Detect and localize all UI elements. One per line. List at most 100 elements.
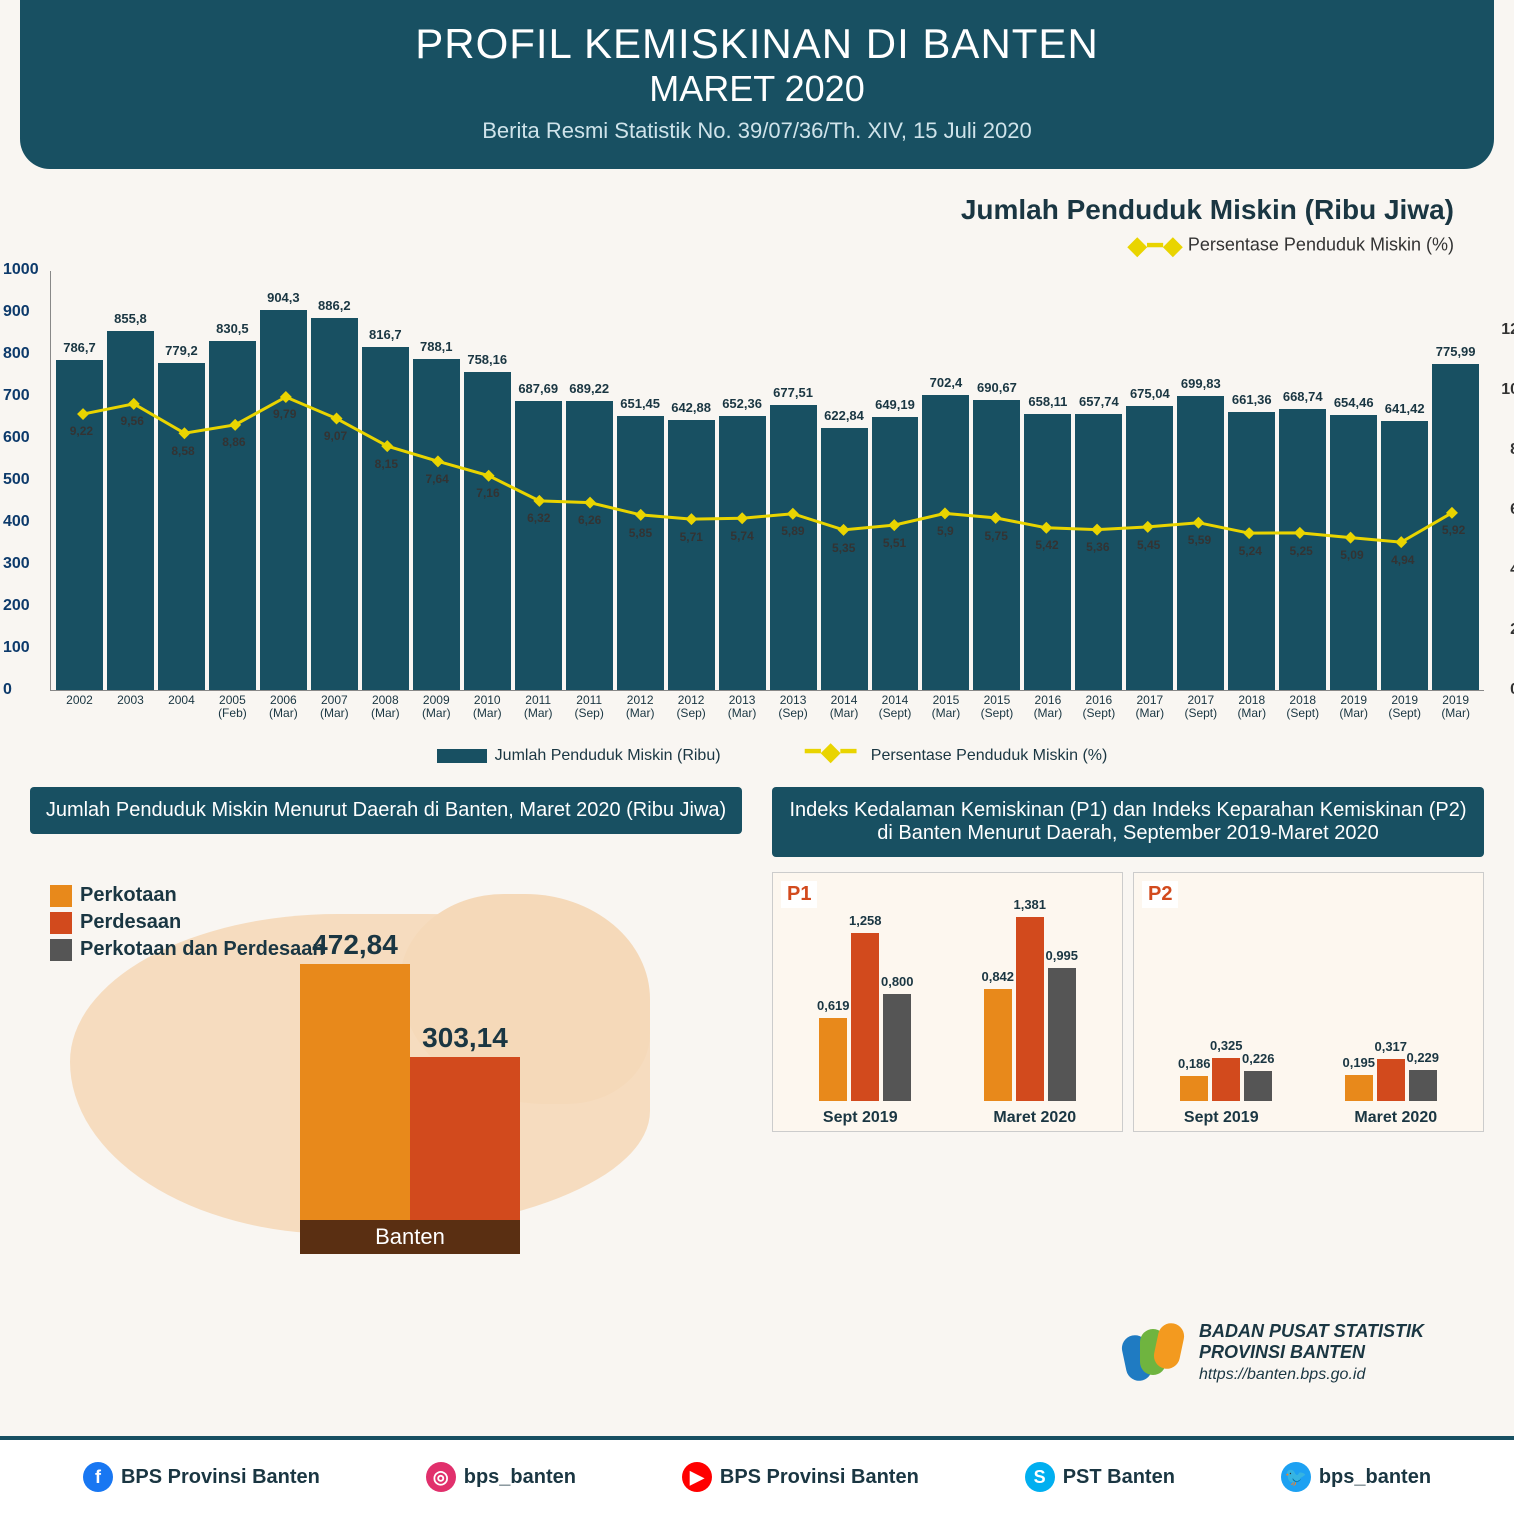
small-bar: 0,619 bbox=[819, 1018, 847, 1101]
line-value-label: 5,9 bbox=[937, 524, 954, 538]
bar-value-label: 622,84 bbox=[824, 408, 864, 423]
main-chart-legend: Jumlah Penduduk Miskin (Ribu) ━◆━ Persen… bbox=[0, 736, 1514, 767]
page-note: Berita Resmi Statistik No. 39/07/36/Th. … bbox=[60, 118, 1454, 144]
line-value-label: 5,09 bbox=[1340, 548, 1363, 562]
y-right-tick: 8 bbox=[1510, 441, 1514, 459]
bar-col: 649,192014(Sept) bbox=[872, 417, 919, 690]
bar-col: 855,82003 bbox=[107, 331, 154, 690]
bar: 702,4 bbox=[922, 395, 969, 690]
right-panel: Indeks Kedalaman Kemiskinan (P1) dan Ind… bbox=[772, 787, 1484, 1254]
bar: 677,51 bbox=[770, 405, 817, 690]
line-value-label: 7,64 bbox=[425, 472, 448, 486]
line-value-label: 5,75 bbox=[985, 529, 1008, 543]
line-value-label: 4,94 bbox=[1391, 553, 1414, 567]
x-axis-label: 2016(Sept) bbox=[1071, 694, 1127, 720]
bar-value-label: 886,2 bbox=[318, 298, 351, 313]
line-value-label: 6,32 bbox=[527, 511, 550, 525]
bar-col: 652,362013(Mar) bbox=[719, 416, 766, 690]
social-link[interactable]: ▶BPS Provinsi Banten bbox=[682, 1462, 919, 1492]
bar-value-label: 677,51 bbox=[773, 385, 813, 400]
bar-group: 0,1950,3170,229 bbox=[1345, 1059, 1437, 1101]
bar: 788,1 bbox=[413, 359, 460, 690]
small-bar-value: 0,800 bbox=[881, 974, 914, 989]
bar: 642,88 bbox=[668, 420, 715, 690]
main-chart-line-legend: ◆━◆ Persentase Penduduk Miskin (%) bbox=[0, 230, 1454, 261]
main-chart-title: Jumlah Penduduk Miskin (Ribu Jiwa) bbox=[0, 194, 1454, 226]
small-bar: 1,258 bbox=[851, 933, 879, 1101]
bar: 855,8 bbox=[107, 331, 154, 690]
p2-tag: P2 bbox=[1142, 881, 1178, 908]
social-link[interactable]: ◎bps_banten bbox=[426, 1462, 576, 1492]
y-left-tick: 800 bbox=[3, 345, 30, 363]
line-value-label: 9,79 bbox=[273, 407, 296, 421]
social-icon: ◎ bbox=[426, 1462, 456, 1492]
line-value-label: 5,92 bbox=[1442, 523, 1465, 537]
region-bar-value: 472,84 bbox=[300, 929, 410, 961]
x-axis-label: 2009(Mar) bbox=[408, 694, 464, 720]
small-bar: 0,800 bbox=[883, 994, 911, 1101]
x-axis-label: 2019(Mar) bbox=[1326, 694, 1382, 720]
left-panel: Jumlah Penduduk Miskin Menurut Daerah di… bbox=[30, 787, 742, 1254]
social-label: bps_banten bbox=[1319, 1466, 1431, 1489]
bar-value-label: 816,7 bbox=[369, 327, 402, 342]
right-panel-title: Indeks Kedalaman Kemiskinan (P1) dan Ind… bbox=[772, 787, 1484, 857]
x-axis-label: 2018(Sept) bbox=[1275, 694, 1331, 720]
line-value-label: 5,36 bbox=[1086, 540, 1109, 554]
social-link[interactable]: SPST Banten bbox=[1025, 1462, 1175, 1492]
y-left-tick: 200 bbox=[3, 597, 30, 615]
bar: 651,45 bbox=[617, 416, 664, 690]
line-value-label: 5,42 bbox=[1035, 538, 1058, 552]
bar-value-label: 758,16 bbox=[467, 352, 507, 367]
bar-value-label: 788,1 bbox=[420, 339, 453, 354]
x-axis-label: 2016(Mar) bbox=[1020, 694, 1076, 720]
small-bar-value: 0,619 bbox=[817, 998, 850, 1013]
bar-value-label: 661,36 bbox=[1232, 392, 1272, 407]
legend-swatch-line: ━◆━ bbox=[805, 736, 856, 766]
y-right-tick: 10 bbox=[1501, 381, 1514, 399]
bar-value-label: 702,4 bbox=[930, 375, 963, 390]
small-x-label: Sept 2019 bbox=[1134, 1109, 1309, 1127]
y-left-tick: 900 bbox=[3, 303, 30, 321]
bar: 816,7 bbox=[362, 347, 409, 690]
line-value-label: 5,24 bbox=[1239, 544, 1262, 558]
x-axis-label: 2014(Sept) bbox=[867, 694, 923, 720]
y-right-tick: 12 bbox=[1501, 321, 1514, 339]
legend-item: Perdesaan bbox=[50, 911, 325, 934]
bar-value-label: 690,67 bbox=[977, 380, 1017, 395]
bar-col: 758,162010(Mar) bbox=[464, 372, 511, 690]
small-x-label: Maret 2020 bbox=[1309, 1109, 1484, 1127]
small-bar: 0,995 bbox=[1048, 968, 1076, 1101]
region-label: Banten bbox=[300, 1220, 520, 1254]
line-value-label: 9,22 bbox=[70, 424, 93, 438]
social-label: PST Banten bbox=[1063, 1466, 1175, 1489]
bar: 758,16 bbox=[464, 372, 511, 690]
region-bar: 472,84 bbox=[300, 964, 410, 1224]
region-bar-value: 303,14 bbox=[410, 1022, 520, 1054]
x-axis-label: 2013(Sep) bbox=[765, 694, 821, 720]
bar: 779,2 bbox=[158, 363, 205, 690]
bar-value-label: 786,7 bbox=[63, 340, 96, 355]
social-link[interactable]: fBPS Provinsi Banten bbox=[83, 1462, 320, 1492]
small-bar: 0,195 bbox=[1345, 1075, 1373, 1101]
main-combo-chart: 786,72002855,82003779,22004830,52005(Feb… bbox=[50, 271, 1484, 691]
bar-value-label: 641,42 bbox=[1385, 401, 1425, 416]
p2-chart: P2 Sept 2019Maret 20200,1860,3250,2260,1… bbox=[1133, 872, 1484, 1132]
bar-col: 788,12009(Mar) bbox=[413, 359, 460, 690]
y-left-tick: 100 bbox=[3, 639, 30, 657]
bar-value-label: 642,88 bbox=[671, 400, 711, 415]
bar-value-label: 651,45 bbox=[620, 396, 660, 411]
line-value-label: 5,51 bbox=[883, 536, 906, 550]
org-text: BADAN PUSAT STATISTIKPROVINSI BANTEN htt… bbox=[1199, 1321, 1424, 1384]
bar-value-label: 775,99 bbox=[1436, 344, 1476, 359]
bar-col: 687,692011(Mar) bbox=[515, 401, 562, 690]
small-bar-value: 1,381 bbox=[1013, 897, 1046, 912]
x-axis-label: 2017(Sept) bbox=[1173, 694, 1229, 720]
bar: 689,22 bbox=[566, 401, 613, 690]
line-value-label: 5,35 bbox=[832, 541, 855, 555]
social-link[interactable]: 🐦bps_banten bbox=[1281, 1462, 1431, 1492]
bar-value-label: 904,3 bbox=[267, 290, 300, 305]
left-legend: PerkotaanPerdesaanPerkotaan dan Perdesaa… bbox=[50, 884, 325, 965]
bar-col: 702,42015(Mar) bbox=[922, 395, 969, 690]
bar-col: 689,222011(Sep) bbox=[566, 401, 613, 690]
small-bar: 0,325 bbox=[1212, 1058, 1240, 1101]
